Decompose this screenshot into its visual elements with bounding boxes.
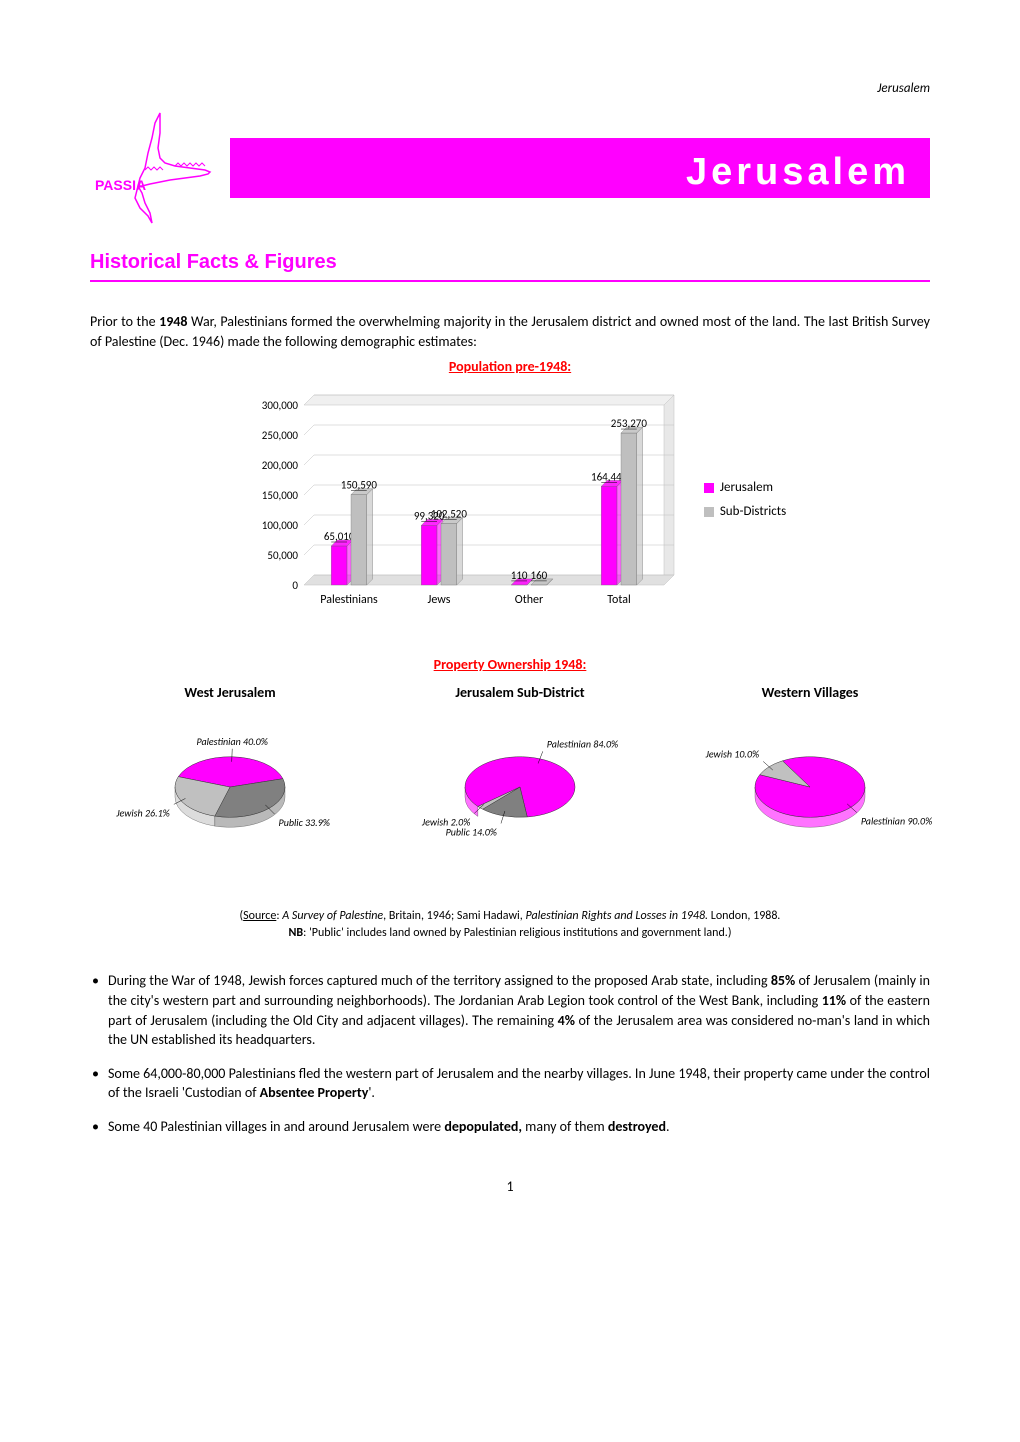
pie-section-title: Property Ownership 1948: <box>90 655 930 675</box>
svg-text:102,520: 102,520 <box>431 507 468 520</box>
title-banner: Jerusalem <box>230 138 930 198</box>
source-note: (Source: A Survey of Palestine, Britain,… <box>90 908 930 942</box>
bullet-item: Some 64,000-80,000 Palestinians fled the… <box>90 1064 930 1103</box>
svg-text:0: 0 <box>292 579 298 592</box>
svg-text:Jewish 2.0%: Jewish 2.0% <box>421 816 470 829</box>
intro-paragraph: Prior to the 1948 War, Palestinians form… <box>90 312 930 351</box>
intro-post: War, Palestinians formed the overwhelmin… <box>90 313 930 350</box>
page-number: 1 <box>90 1177 930 1197</box>
legend-label: Jerusalem <box>720 479 773 497</box>
banner-accent <box>230 138 930 146</box>
bullet-segment: destroyed <box>608 1118 666 1135</box>
svg-text:110: 110 <box>511 569 528 582</box>
intro-pre: Prior to the <box>90 313 159 330</box>
svg-text:65,010: 65,010 <box>324 530 355 543</box>
logo-area: PASSIA <box>90 108 230 228</box>
bar-legend: Jerusalem Sub-Districts <box>704 473 786 527</box>
bullet-segment: depopulated, <box>444 1118 522 1135</box>
svg-text:Palestinian 84.0%: Palestinian 84.0% <box>547 737 618 750</box>
bullet-segment: 11% <box>822 992 846 1009</box>
pie-chart-svg: Palestinian 84.0%Public 14.0%Jewish 2.0% <box>380 712 660 882</box>
svg-text:253,270: 253,270 <box>611 417 648 430</box>
bullet-segment: During the War of 1948, Jewish forces ca… <box>108 972 771 989</box>
passia-logo-icon: PASSIA <box>90 108 230 228</box>
bullet-segment: Some 40 Palestinian villages in and arou… <box>108 1118 444 1135</box>
src-t3: London, 1988 <box>708 909 777 923</box>
page-title: Jerusalem <box>230 146 930 198</box>
src-label: Source <box>243 909 276 923</box>
intro-year: 1948 <box>159 313 187 330</box>
bullet-segment: Some 64,000-80,000 Palestinians fled the… <box>108 1065 930 1102</box>
svg-text:Jewish 26.1%: Jewish 26.1% <box>115 807 170 820</box>
svg-text:150,000: 150,000 <box>262 489 299 502</box>
bar-chart-title: Population pre-1948: <box>90 357 930 377</box>
pie-column: Western Villages Palestinian 90.0% Jewish … <box>670 683 950 888</box>
src-t2: , Britain, 1946; Sami Hadawi, <box>383 909 525 923</box>
legend-swatch <box>704 507 714 517</box>
legend-swatch <box>704 483 714 493</box>
pie-column: Jerusalem Sub-District Palestinian 84.0%P… <box>380 683 660 888</box>
svg-text:150,590: 150,590 <box>341 479 378 492</box>
legend-item: Jerusalem <box>704 479 786 497</box>
svg-text:Other: Other <box>515 593 543 607</box>
bullet-segment: '. <box>368 1084 375 1101</box>
nb-label: NB <box>289 926 304 940</box>
legend-label: Sub-Districts <box>720 503 786 521</box>
header-top-label: Jerusalem <box>90 80 930 98</box>
section-heading: Historical Facts & Figures <box>90 248 930 282</box>
bullet-item: During the War of 1948, Jewish forces ca… <box>90 971 930 1049</box>
svg-text:200,000: 200,000 <box>262 459 299 472</box>
svg-text:Palestinian 40.0%: Palestinian 40.0% <box>196 735 267 748</box>
bullet-item: Some 40 Palestinian villages in and arou… <box>90 1117 930 1137</box>
pie-heading: Western Villages <box>670 683 950 703</box>
bullet-segment: 4% <box>558 1012 575 1029</box>
svg-text:250,000: 250,000 <box>262 429 299 442</box>
svg-text:Jews: Jews <box>427 593 450 607</box>
pie-heading: Jerusalem Sub-District <box>380 683 660 703</box>
logo-text: PASSIA <box>95 177 146 193</box>
bullet-segment: many of them <box>522 1118 608 1135</box>
svg-text:Palestinians: Palestinians <box>320 593 378 607</box>
bar-chart: 0 50,000 100,000 150,000 200,000 250,000 300,0… <box>234 385 786 615</box>
svg-text:Public 33.9%: Public 33.9% <box>279 816 330 829</box>
src-i2: Palestinian Rights and Losses in 1948. <box>525 909 708 923</box>
bullet-list: During the War of 1948, Jewish forces ca… <box>90 971 930 1136</box>
legend-item: Sub-Districts <box>704 503 786 521</box>
bullet-segment: Absentee Property <box>260 1084 369 1101</box>
pie-column: West Jerusalem Palestinian 40.0% Public 33… <box>90 683 370 888</box>
svg-text:300,000: 300,000 <box>262 399 299 412</box>
src-suffix: . <box>777 909 780 923</box>
title-block: PASSIA Jerusalem <box>90 108 930 228</box>
svg-text:160: 160 <box>530 569 547 582</box>
pie-heading: West Jerusalem <box>90 683 370 703</box>
pie-chart-svg: Palestinian 90.0% Jewish 10.0% <box>670 712 950 882</box>
svg-text:Total: Total <box>607 593 630 607</box>
svg-text:Jewish 10.0%: Jewish 10.0% <box>705 748 760 761</box>
bullet-segment: . <box>666 1118 670 1135</box>
svg-text:Palestinian 90.0%: Palestinian 90.0% <box>861 815 932 828</box>
src-i1: A Survey of Palestine <box>282 909 383 923</box>
svg-text:100,000: 100,000 <box>262 519 299 532</box>
bar-chart-container: 0 50,000 100,000 150,000 200,000 250,000 300,0… <box>90 385 930 615</box>
svg-text:50,000: 50,000 <box>267 549 298 562</box>
bullet-segment: 85% <box>771 972 795 989</box>
nb-text: : 'Public' includes land owned by Palest… <box>303 926 731 940</box>
pie-row: West Jerusalem Palestinian 40.0% Public 33… <box>90 683 930 888</box>
bar-chart-svg: 0 50,000 100,000 150,000 200,000 250,000 300,0… <box>234 385 694 615</box>
pie-chart-svg: Palestinian 40.0% Public 33.9% Jewish 26.1… <box>90 712 370 882</box>
